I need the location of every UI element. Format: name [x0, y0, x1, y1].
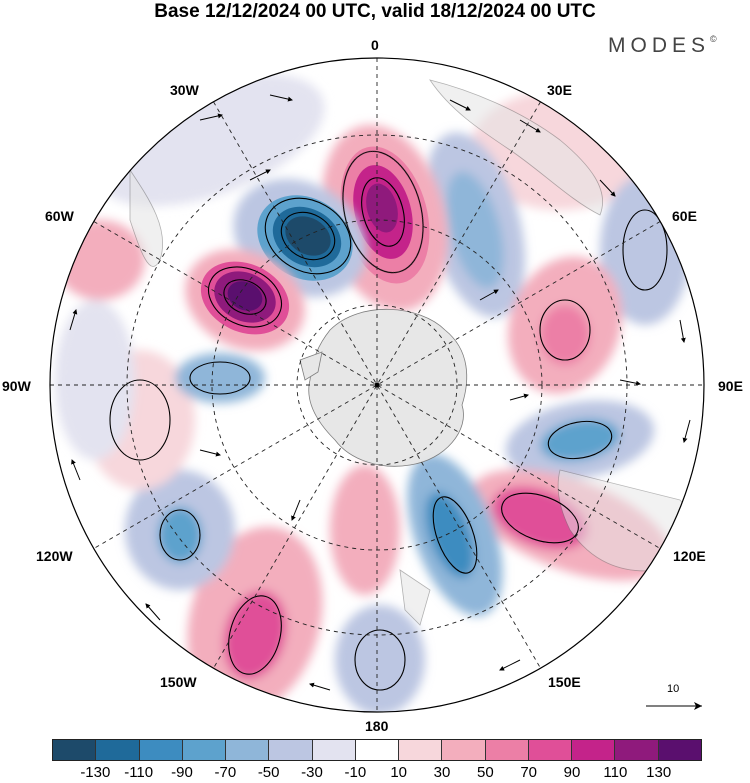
lon-label-60e: 60E — [672, 208, 697, 224]
lon-label-120w: 120W — [36, 548, 73, 564]
colorbar-segment — [182, 740, 227, 760]
lon-label-0: 0 — [371, 37, 379, 53]
colorbar-segment — [485, 740, 529, 760]
brand-mark: © — [710, 34, 717, 44]
lon-label-90e: 90E — [718, 378, 743, 394]
colorbar-tick-label: -70 — [214, 764, 237, 781]
reference-vector-label: 10 — [667, 683, 680, 695]
colorbar-tick-label: -90 — [171, 764, 193, 781]
colorbar-segment — [312, 740, 356, 760]
colorbar-segment — [528, 740, 573, 760]
lon-label-30e: 30E — [547, 82, 572, 98]
colorbar-tick-label: -130 — [80, 764, 111, 781]
lon-label-150w: 150W — [160, 674, 197, 690]
lon-label-30w: 30W — [170, 82, 199, 98]
map-border — [49, 57, 705, 713]
lon-label-180: 180 — [365, 718, 389, 734]
colorbar-tick-label: 50 — [476, 764, 494, 781]
colorbar-tick-label: 30 — [433, 764, 451, 781]
colorbar-segment — [53, 740, 97, 760]
colorbar-segment — [355, 740, 400, 760]
colorbar-tick-label: -110 — [124, 764, 154, 781]
colorbar-tick-label: 110 — [603, 764, 628, 781]
colorbar-segment — [269, 740, 313, 760]
colorbar-tick-label: 90 — [563, 764, 581, 781]
colorbar-tick-label: 10 — [390, 764, 407, 781]
pole-point-icon — [374, 382, 380, 388]
streamlines — [109, 150, 668, 691]
colorbar-segment — [139, 740, 183, 760]
colorbar-tick-label: -50 — [257, 764, 280, 781]
colorbar — [52, 739, 702, 761]
chart-title: Base 12/12/2024 00 UTC, valid 18/12/2024… — [154, 1, 596, 22]
colorbar-segment — [658, 740, 701, 760]
land-masses — [129, 79, 691, 626]
lon-label-120e: 120E — [673, 548, 706, 564]
colorbar-tick-label: -30 — [301, 764, 323, 781]
lon-label-90w: 90W — [2, 378, 31, 394]
colorbar-segment — [226, 740, 270, 760]
lon-label-60w: 60W — [45, 208, 74, 224]
colorbar-ticks: -130 -110 -90 -70 -50 -30 -10 10 30 50 70 90 110 130 — [52, 764, 702, 782]
colorbar-tick-label: -10 — [344, 764, 367, 781]
colorbar-segment — [572, 740, 616, 760]
colorbar-segment — [442, 740, 486, 760]
colorbar-segment — [399, 740, 443, 760]
colorbar-tick-label: 70 — [520, 764, 537, 781]
colorbar-segment — [615, 740, 659, 760]
colorbar-tick-label: 130 — [646, 764, 672, 781]
reference-vector-arrow-icon — [646, 702, 702, 710]
lon-label-150e: 150E — [548, 674, 581, 690]
colorbar-segment — [96, 740, 140, 760]
brand-text: MODES — [608, 34, 711, 57]
graticule — [50, 58, 704, 712]
modes-logo: MODES© — [608, 34, 717, 58]
